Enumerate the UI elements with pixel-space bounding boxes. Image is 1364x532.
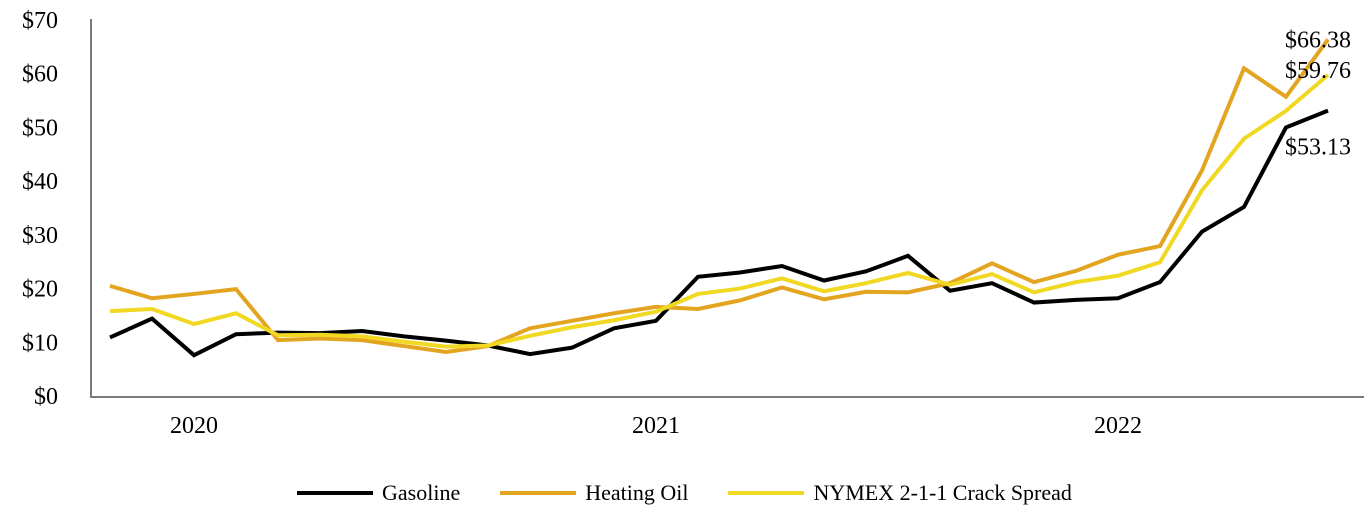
legend-label-heating-oil: Heating Oil <box>585 480 689 505</box>
end-value-label-gasoline: $53.13 <box>1285 135 1351 161</box>
y-axis-tick-labels: $0 $10 $20 $30 $40 $50 $60 $70 <box>22 8 58 410</box>
end-value-label-heating-oil: $66.38 <box>1285 27 1351 53</box>
y-tick-label: $0 <box>34 384 58 410</box>
x-year-label: 2020 <box>170 413 218 439</box>
y-tick-label: $10 <box>22 330 58 356</box>
y-tick-label: $50 <box>22 115 58 141</box>
legend-label-gasoline: Gasoline <box>382 480 461 505</box>
legend-item-gasoline: Gasoline <box>297 480 460 506</box>
legend-item-heating-oil: Heating Oil <box>500 480 688 506</box>
y-tick-label: $20 <box>22 277 58 303</box>
x-year-label: 2022 <box>1094 413 1142 439</box>
x-axis-year-labels: 2020 2021 2022 <box>170 413 1142 439</box>
y-tick-label: $40 <box>22 169 58 195</box>
series-lines <box>109 38 1330 358</box>
series-line-nymex-2-1-1-crack-spread <box>109 73 1330 349</box>
y-tick-label: $30 <box>22 223 58 249</box>
y-tick-label: $60 <box>22 62 58 88</box>
legend-swatch-gasoline <box>297 491 373 495</box>
end-value-labels: $53.13 $66.38 $59.76 <box>1285 27 1351 160</box>
legend-label-nymex-crack-spread: NYMEX 2-1-1 Crack Spread <box>813 480 1072 505</box>
series-line-heating-oil <box>109 38 1330 354</box>
legend-item-nymex-crack-spread: NYMEX 2-1-1 Crack Spread <box>728 480 1072 506</box>
end-value-label-nymex-2-1-1-crack-spread: $59.76 <box>1285 58 1351 84</box>
chart-legend: Gasoline Heating Oil NYMEX 2-1-1 Crack S… <box>297 480 1072 506</box>
x-year-label: 2021 <box>632 413 680 439</box>
legend-swatch-nymex-crack-spread <box>728 491 805 495</box>
y-tick-label: $70 <box>22 8 58 34</box>
legend-swatch-heating-oil <box>500 491 577 495</box>
series-line-gasoline <box>109 108 1329 358</box>
